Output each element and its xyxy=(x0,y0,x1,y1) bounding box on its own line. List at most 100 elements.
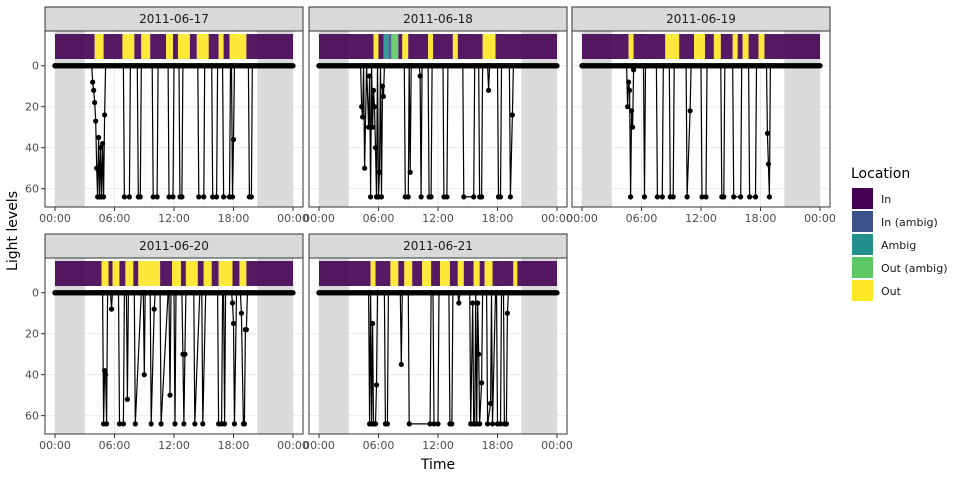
location-band-out xyxy=(125,261,134,286)
light-level-point xyxy=(166,194,172,200)
light-level-point xyxy=(241,421,248,427)
location-band-out xyxy=(203,261,212,286)
light-level-point xyxy=(376,169,383,175)
light-level-point xyxy=(731,194,737,200)
night-shading xyxy=(257,31,293,207)
light-level-point xyxy=(484,421,491,427)
light-level-point xyxy=(479,194,485,200)
x-tick-label: 00:00 xyxy=(39,212,71,225)
light-level-point xyxy=(120,421,127,427)
night-shading xyxy=(582,31,612,207)
light-level-point xyxy=(398,361,404,368)
light-level-point xyxy=(100,140,106,147)
light-level-point xyxy=(765,161,772,167)
location-band-in-ambig- xyxy=(388,34,392,59)
light-level-point xyxy=(214,194,220,200)
light-level-point xyxy=(92,100,98,106)
light-level-point xyxy=(103,421,110,427)
light-level-point xyxy=(746,194,753,200)
light-level-point xyxy=(721,194,727,200)
panel-2011-06-17: 2011-06-17 00:00 06:00 12:00 18:00 00:00 0 20 40… xyxy=(25,6,309,225)
y-tick-label: 60 xyxy=(25,183,39,196)
location-band-out-ambig- xyxy=(391,34,399,59)
night-shading xyxy=(521,31,557,207)
legend-label: In xyxy=(881,193,891,206)
y-tick-label: 40 xyxy=(25,142,39,155)
x-axis-label: Time xyxy=(420,457,455,473)
light-level-point xyxy=(179,194,185,200)
night-shading xyxy=(784,31,820,207)
location-band-out xyxy=(402,34,409,59)
y-tick-label: 20 xyxy=(25,101,39,114)
light-level-point xyxy=(229,300,236,306)
night-shading xyxy=(319,31,349,207)
light-level-point xyxy=(406,421,412,427)
legend-label: Out xyxy=(881,285,902,298)
light-level-point xyxy=(365,124,372,130)
x-tick-label: 06:00 xyxy=(363,212,395,225)
light-level-point xyxy=(248,194,254,200)
light-level-point xyxy=(289,63,295,69)
light-level-point xyxy=(192,421,198,427)
location-band-in xyxy=(517,261,557,286)
light-level-point xyxy=(461,194,467,200)
location-band-in xyxy=(457,34,483,59)
light-level-point xyxy=(477,421,483,427)
x-tick-label: 18:00 xyxy=(482,439,514,452)
location-band-out xyxy=(742,34,749,59)
light-level-point xyxy=(654,194,660,200)
location-band-out xyxy=(628,34,634,59)
y-tick-label: 0 xyxy=(32,287,39,300)
location-band-out xyxy=(172,261,181,286)
x-tick-label: 12:00 xyxy=(422,212,454,225)
legend-title: Location xyxy=(851,166,910,182)
light-level-point xyxy=(497,194,504,200)
location-band-out xyxy=(141,34,151,59)
light-level-point xyxy=(101,112,108,118)
light-level-point xyxy=(102,372,109,378)
light-level-point xyxy=(507,194,513,200)
x-tick-label: 00:00 xyxy=(277,212,309,225)
light-level-point xyxy=(238,310,245,316)
panel-2011-06-19: 2011-06-19 00:00 06:00 12:00 18:00 00:00 xyxy=(566,6,836,225)
location-band-in xyxy=(679,34,695,59)
light-level-point xyxy=(766,194,773,200)
location-band-out xyxy=(370,261,376,286)
location-band-in xyxy=(160,261,173,286)
light-level-point xyxy=(629,124,636,130)
x-tick-label: 00:00 xyxy=(541,212,573,225)
facet-strip xyxy=(44,233,304,259)
light-level-point xyxy=(201,194,207,200)
location-band-in xyxy=(133,261,139,286)
light-level-point xyxy=(475,300,481,306)
panel-2011-06-20: 2011-06-20 00:00 06:00 12:00 18:00 00:00 0 20 40… xyxy=(25,233,309,452)
legend-label: Out (ambig) xyxy=(881,262,948,275)
night-shading xyxy=(521,258,557,434)
location-band-out xyxy=(390,261,399,286)
light-level-point xyxy=(670,194,676,200)
panel-2011-06-21: 2011-06-21 00:00 06:00 12:00 18:00 00:00 xyxy=(303,233,573,452)
light-level-point xyxy=(371,104,378,110)
location-band-in xyxy=(398,34,403,59)
light-level-point xyxy=(405,194,411,200)
location-band-out xyxy=(177,34,190,59)
legend-key-out xyxy=(852,280,873,301)
y-tick-label: 40 xyxy=(25,369,39,382)
location-band-out xyxy=(422,261,432,286)
location-band-in xyxy=(55,34,95,59)
location-band-out xyxy=(196,34,209,59)
light-level-point xyxy=(504,310,511,316)
location-band-in xyxy=(495,34,557,59)
x-tick-label: 06:00 xyxy=(99,212,131,225)
y-tick-label: 20 xyxy=(25,328,39,341)
light-level-point xyxy=(141,372,147,378)
location-band-in xyxy=(232,261,240,286)
location-band-out xyxy=(732,34,738,59)
location-band-out xyxy=(452,34,458,59)
light-level-point xyxy=(816,63,822,69)
light-level-point xyxy=(101,367,108,374)
light-level-point xyxy=(553,63,559,69)
location-band-in xyxy=(108,261,113,286)
light-level-point xyxy=(699,194,705,200)
